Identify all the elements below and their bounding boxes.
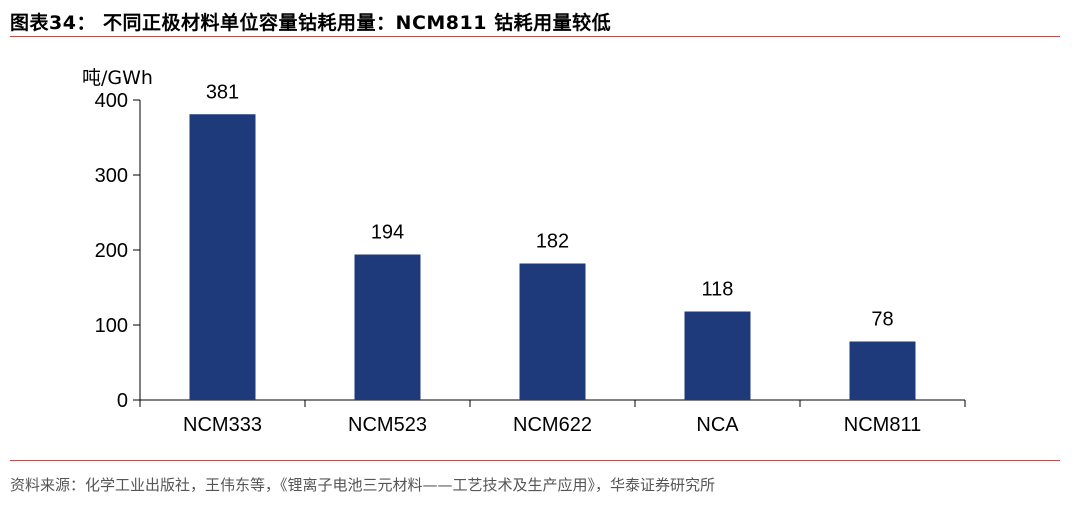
data-label: 194 bbox=[371, 222, 404, 244]
y-tick-label: 400 bbox=[95, 90, 128, 112]
bar-chart: 吨/GWh 0 100 200 300 400 381 194 182 118 78 NCM33… bbox=[82, 67, 966, 436]
category-label: NCM523 bbox=[348, 414, 427, 436]
category-label: NCM811 bbox=[844, 414, 921, 436]
page-title: 图表34： 不同正极材料单位容量钴耗用量：NCM811 钴耗用量较低 bbox=[10, 12, 612, 34]
data-label: 118 bbox=[702, 279, 734, 301]
y-ticks: 0 100 200 300 400 bbox=[95, 90, 140, 412]
bar-ncm333 bbox=[189, 114, 256, 400]
title-divider bbox=[10, 36, 1060, 37]
bar-ncm622 bbox=[519, 263, 586, 400]
data-label: 182 bbox=[536, 231, 569, 253]
data-label: 381 bbox=[206, 81, 239, 103]
category-label: NCA bbox=[696, 414, 739, 436]
category-label: NCM333 bbox=[183, 414, 262, 436]
category-label: NCM622 bbox=[513, 414, 592, 436]
bar-nca bbox=[684, 311, 751, 400]
y-axis-unit-label: 吨/GWh bbox=[82, 67, 153, 89]
data-label: 78 bbox=[871, 309, 893, 331]
x-ticks bbox=[139, 400, 966, 407]
bar-ncm811 bbox=[849, 341, 916, 400]
bar-ncm523 bbox=[354, 254, 421, 400]
bars bbox=[189, 114, 916, 400]
source-note: 资料来源：化学工业出版社，王伟东等，《锂离子电池三元材料——工艺技术及生产应用》… bbox=[10, 476, 716, 494]
y-tick-label: 100 bbox=[95, 315, 128, 337]
y-tick-label: 200 bbox=[95, 240, 128, 262]
y-tick-label: 0 bbox=[117, 390, 128, 412]
data-labels: 381 194 182 118 78 bbox=[206, 81, 894, 330]
category-labels: NCM333 NCM523 NCM622 NCA NCM811 bbox=[183, 414, 921, 436]
footer-divider bbox=[10, 460, 1060, 461]
y-tick-label: 300 bbox=[95, 165, 128, 187]
